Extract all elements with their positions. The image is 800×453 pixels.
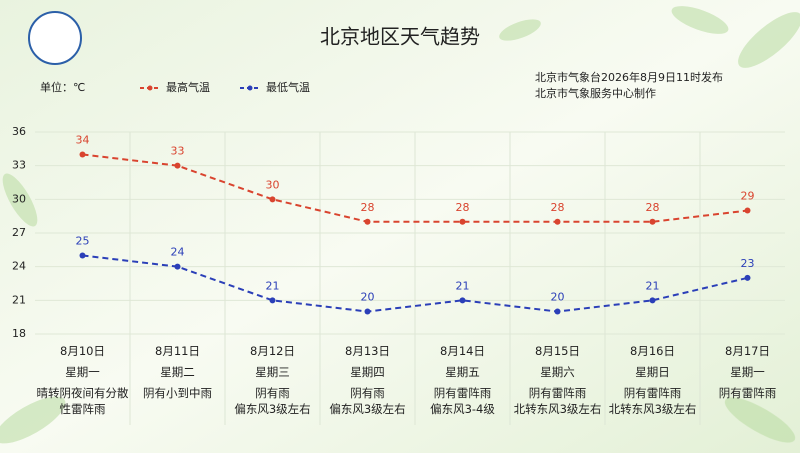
- wind-label: 偏东风3级左右: [234, 402, 311, 416]
- legend-label: 最低气温: [266, 80, 310, 94]
- weather-label: 阴有小到中雨: [143, 386, 212, 400]
- y-tick-label: 36: [12, 125, 26, 138]
- producer: 北京市气象服务中心制作: [535, 86, 656, 100]
- value-label: 28: [456, 201, 470, 214]
- point: [364, 308, 371, 315]
- weather-label: 阴有雷阵雨: [718, 386, 777, 400]
- wind-label: 偏东风3-4级: [430, 402, 495, 416]
- value-label: 28: [551, 201, 565, 214]
- weather-label: 阴有雷阵雨: [528, 386, 587, 400]
- value-label: 33: [171, 145, 185, 158]
- value-label: 34: [76, 133, 90, 146]
- weekday-label: 星期二: [160, 365, 195, 379]
- value-label: 25: [76, 234, 90, 247]
- date-label: 8月10日: [60, 344, 105, 358]
- value-label: 28: [361, 201, 375, 214]
- series-line: [82, 153, 748, 223]
- y-tick-label: 21: [12, 293, 26, 306]
- weather-label: 阴有雨: [350, 386, 385, 400]
- value-label: 21: [456, 279, 470, 292]
- weather-label: 阴有雨: [255, 386, 290, 400]
- point: [269, 297, 276, 304]
- series-line: [82, 254, 748, 313]
- point: [554, 308, 561, 315]
- value-label: 28: [646, 201, 660, 214]
- point: [269, 196, 276, 203]
- point: [649, 297, 656, 304]
- y-tick-label: 30: [12, 192, 26, 205]
- chart-title: 北京地区天气趋势: [320, 25, 480, 49]
- wind-label: 北转东风3级左右: [513, 402, 602, 416]
- weekday-label: 星期三: [255, 365, 290, 379]
- publisher: 北京市气象台2026年8月9日11时发布: [535, 70, 723, 84]
- date-label: 8月11日: [155, 344, 200, 358]
- y-tick-label: 18: [12, 327, 26, 340]
- wind-label: 偏东风3级左右: [329, 402, 406, 416]
- weekday-label: 星期六: [540, 365, 575, 379]
- value-label: 21: [266, 279, 280, 292]
- value-label: 24: [171, 246, 185, 259]
- point: [174, 162, 181, 169]
- value-label: 23: [741, 257, 755, 270]
- legend-marker: [247, 85, 253, 91]
- value-label: 21: [646, 279, 660, 292]
- value-label: 30: [266, 178, 280, 191]
- date-label: 8月12日: [250, 344, 295, 358]
- weather-label: 晴转阴夜间有分散性雷阵雨: [36, 386, 129, 416]
- weekday-label: 星期四: [350, 365, 385, 379]
- logo: [28, 11, 82, 65]
- date-label: 8月15日: [535, 344, 580, 358]
- y-tick-label: 27: [12, 226, 26, 239]
- legend-label: 最高气温: [166, 80, 210, 94]
- weekday-label: 星期一: [730, 365, 765, 379]
- date-label: 8月17日: [725, 344, 770, 358]
- y-tick-label: 24: [12, 260, 26, 273]
- point: [744, 274, 751, 281]
- weekday-label: 星期一: [65, 365, 100, 379]
- point: [459, 218, 466, 225]
- value-label: 20: [551, 291, 565, 304]
- value-label: 20: [361, 291, 375, 304]
- point: [554, 218, 561, 225]
- point: [174, 263, 181, 270]
- point: [649, 218, 656, 225]
- value-label: 29: [741, 190, 755, 203]
- point: [79, 151, 86, 158]
- weather-label: 阴有雷阵雨: [433, 386, 492, 400]
- legend-marker: [147, 85, 153, 91]
- point: [459, 297, 466, 304]
- wind-label: 北转东风3级左右: [608, 402, 697, 416]
- date-label: 8月14日: [440, 344, 485, 358]
- unit-label: 单位：℃: [40, 80, 85, 94]
- weather-label: 阴有雷阵雨: [623, 386, 682, 400]
- weekday-label: 星期日: [635, 365, 670, 379]
- point: [364, 218, 371, 225]
- point: [79, 252, 86, 259]
- weekday-label: 星期五: [445, 365, 480, 379]
- date-label: 8月16日: [630, 344, 675, 358]
- date-label: 8月13日: [345, 344, 390, 358]
- y-tick-label: 33: [12, 159, 26, 172]
- point: [744, 207, 751, 214]
